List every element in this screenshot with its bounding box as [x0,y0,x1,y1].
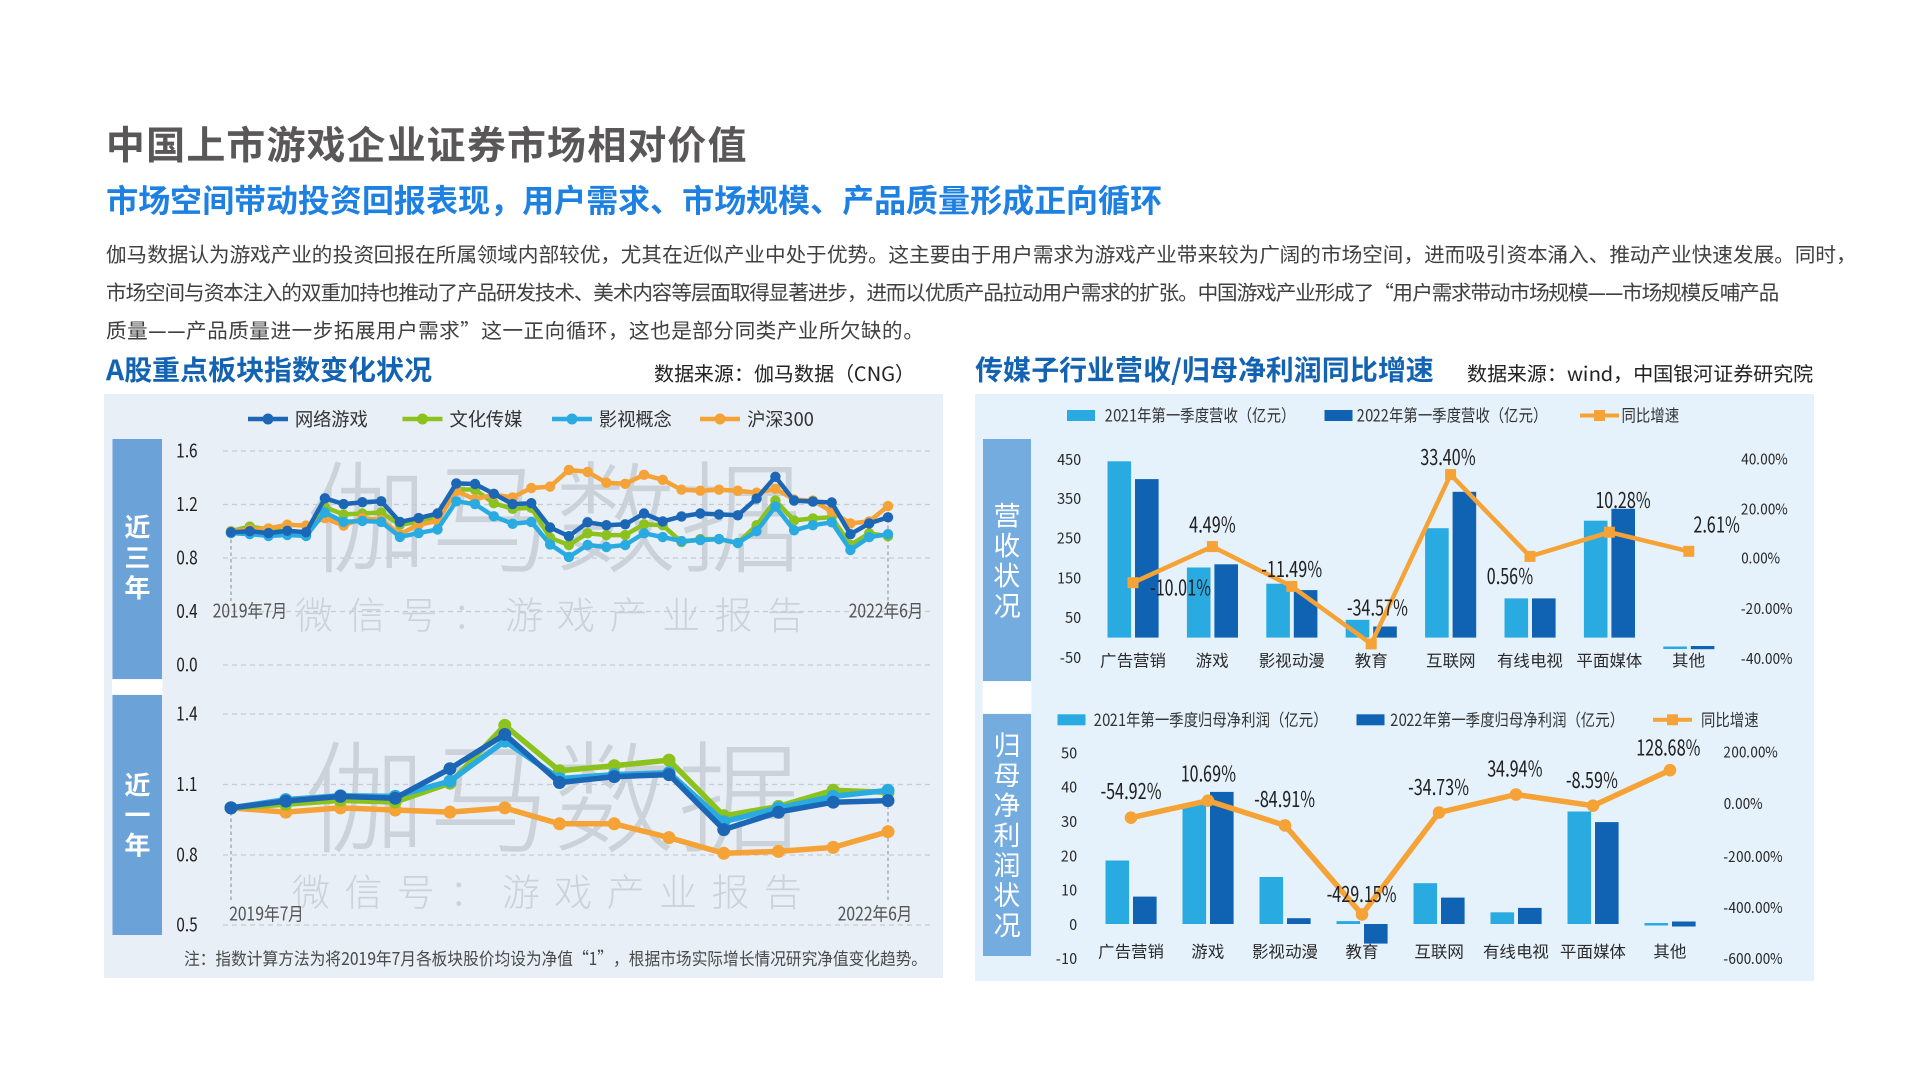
svg-text:影视动漫: 影视动漫 [1252,939,1318,963]
svg-text:2021年第一季度营收（亿元）: 2021年第一季度营收（亿元） [1105,402,1295,427]
svg-text:-10.01%: -10.01% [1150,573,1211,603]
svg-text:2.61%: 2.61% [1693,510,1739,540]
svg-text:0.8: 0.8 [176,545,197,571]
svg-text:互联网: 互联网 [1414,939,1464,963]
svg-text:广告营销: 广告营销 [1098,939,1164,963]
svg-text:有线电视: 有线电视 [1483,939,1549,963]
svg-text:-40.00%: -40.00% [1741,647,1793,669]
svg-text:-11.49%: -11.49% [1261,554,1322,584]
svg-text:状: 状 [994,874,1021,913]
svg-text:其他: 其他 [1654,939,1687,963]
svg-text:50: 50 [1061,741,1077,763]
svg-text:-84.91%: -84.91% [1254,784,1315,814]
svg-text:34.94%: 34.94% [1487,754,1542,784]
svg-text:同比增速: 同比增速 [1622,402,1680,427]
svg-text:年: 年 [124,568,150,605]
svg-text:注：指数计算方法为将2019年7月各板块股价均设为净值“1”: 注：指数计算方法为将2019年7月各板块股价均设为净值“1”，根据市场实际增长情… [184,946,927,971]
svg-text:1.2: 1.2 [176,491,197,517]
svg-text:游戏: 游戏 [1196,648,1229,672]
svg-text:-200.00%: -200.00% [1724,845,1784,867]
svg-text:教育: 教育 [1355,648,1388,672]
svg-text:40: 40 [1061,776,1077,798]
svg-text:游戏: 游戏 [1192,939,1225,963]
svg-text:2022年第一季度营收（亿元）: 2022年第一季度营收（亿元） [1357,402,1547,427]
svg-text:10: 10 [1061,879,1077,901]
svg-text:母: 母 [994,754,1021,793]
svg-text:0.8: 0.8 [176,842,197,868]
svg-text:1.4: 1.4 [176,701,198,727]
svg-text:近: 近 [124,766,150,803]
svg-text:2022年6月: 2022年6月 [838,901,913,927]
svg-text:2021年第一季度归母净利润（亿元）: 2021年第一季度归母净利润（亿元） [1094,706,1328,731]
svg-text:0.56%: 0.56% [1487,561,1533,591]
svg-text:年: 年 [124,826,150,863]
svg-text:况: 况 [994,904,1021,943]
svg-text:-50: -50 [1060,646,1081,668]
svg-text:-20.00%: -20.00% [1741,597,1793,619]
svg-text:影视动漫: 影视动漫 [1259,648,1325,672]
svg-text:其他: 其他 [1672,648,1705,672]
svg-text:三: 三 [124,538,150,575]
svg-text:33.40%: 33.40% [1420,442,1475,472]
svg-text:30: 30 [1061,810,1077,832]
svg-text:10.69%: 10.69% [1181,759,1236,789]
svg-text:0.00%: 0.00% [1741,546,1781,568]
svg-text:10.28%: 10.28% [1595,485,1650,515]
svg-text:-600.00%: -600.00% [1724,947,1784,969]
svg-text:0.5: 0.5 [176,912,197,938]
svg-text:50: 50 [1065,606,1081,628]
svg-text:状: 状 [994,555,1021,594]
svg-text:200.00%: 200.00% [1724,740,1779,762]
svg-text:一: 一 [124,796,150,833]
svg-text:0.0: 0.0 [176,652,197,678]
svg-text:20.00%: 20.00% [1741,498,1788,520]
svg-text:-429.15%: -429.15% [1327,879,1397,909]
svg-text:影视概念: 影视概念 [599,405,672,432]
svg-text:-10: -10 [1056,947,1077,969]
svg-text:350: 350 [1057,487,1081,509]
svg-text:0: 0 [1069,913,1077,935]
svg-text:广告营销: 广告营销 [1100,648,1166,672]
svg-text:-34.57%: -34.57% [1347,593,1408,623]
svg-text:近: 近 [124,508,150,545]
svg-text:归: 归 [994,724,1021,763]
svg-text:净: 净 [994,784,1021,823]
svg-text:有线电视: 有线电视 [1497,648,1563,672]
svg-text:20: 20 [1061,844,1077,866]
svg-text:同比增速: 同比增速 [1701,706,1759,731]
svg-text:收: 收 [994,525,1021,564]
svg-text:网络游戏: 网络游戏 [295,405,368,432]
svg-text:-8.59%: -8.59% [1566,765,1618,795]
svg-text:0.4: 0.4 [176,598,198,624]
svg-text:-54.92%: -54.92% [1101,776,1162,806]
svg-text:4.49%: 4.49% [1189,510,1235,540]
svg-text:2019年7月: 2019年7月 [229,901,304,927]
svg-text:平面媒体: 平面媒体 [1560,939,1627,963]
svg-text:文化传媒: 文化传媒 [450,405,523,432]
svg-text:况: 况 [994,585,1021,624]
svg-text:2019年7月: 2019年7月 [213,598,288,624]
svg-text:-34.73%: -34.73% [1408,772,1469,802]
svg-text:40.00%: 40.00% [1741,448,1788,470]
svg-text:平面媒体: 平面媒体 [1576,648,1643,672]
svg-text:利: 利 [994,814,1021,853]
svg-text:150: 150 [1057,567,1081,589]
svg-text:互联网: 互联网 [1426,648,1476,672]
svg-text:1.1: 1.1 [176,771,197,797]
svg-text:-400.00%: -400.00% [1724,896,1784,918]
svg-text:营: 营 [994,495,1021,534]
svg-text:1.6: 1.6 [176,438,197,464]
svg-text:2022年第一季度归母净利润（亿元）: 2022年第一季度归母净利润（亿元） [1391,706,1625,731]
svg-text:润: 润 [994,844,1021,883]
svg-text:450: 450 [1057,448,1081,470]
svg-text:2022年6月: 2022年6月 [849,598,924,624]
svg-text:沪深300: 沪深300 [747,405,814,432]
svg-text:250: 250 [1057,527,1081,549]
svg-text:128.68%: 128.68% [1636,733,1700,763]
svg-text:0.00%: 0.00% [1724,792,1764,814]
